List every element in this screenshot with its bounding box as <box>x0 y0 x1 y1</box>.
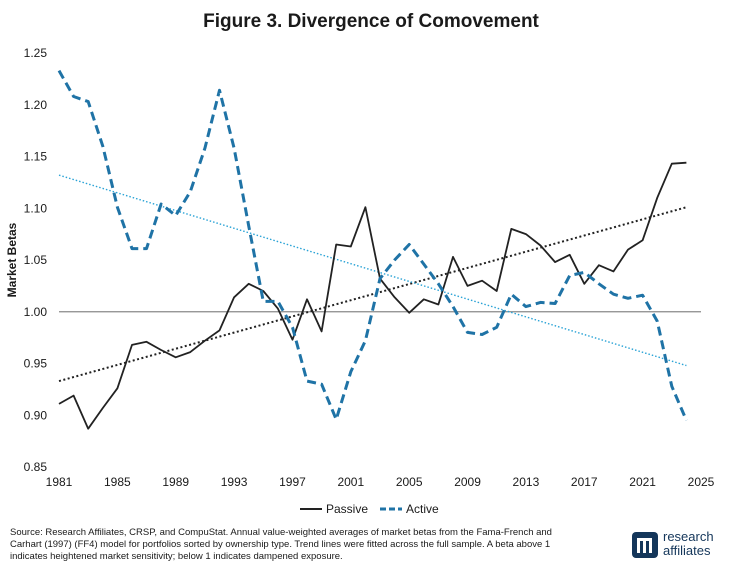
x-tick-label: 1985 <box>104 475 131 489</box>
legend-label-passive: Passive <box>326 502 368 516</box>
logo-line-2: affiliates <box>663 543 711 558</box>
series-line-passive <box>58 161 687 430</box>
x-tick-label: 1981 <box>46 475 73 489</box>
x-tick-label: 1997 <box>279 475 306 489</box>
source-note: Source: Research Affiliates, CRSP, and C… <box>10 527 552 562</box>
y-tick-label: 1.20 <box>24 98 48 112</box>
series-line-active <box>57 69 688 421</box>
y-tick-label: 1.15 <box>24 150 48 164</box>
y-tick-label: 0.85 <box>24 460 48 474</box>
x-tick-label: 1993 <box>221 475 248 489</box>
x-tick-label: 2009 <box>454 475 481 489</box>
x-tick-label: 2017 <box>571 475 598 489</box>
y-tick-label: 1.05 <box>24 253 48 267</box>
research-affiliates-logo: research affiliates <box>632 530 732 562</box>
legend-label-active: Active <box>406 502 439 516</box>
chart-title: Figure 3. Divergence of Comovement <box>203 11 539 32</box>
x-tick-label: 2021 <box>629 475 656 489</box>
y-tick-label: 0.90 <box>24 408 48 422</box>
y-tick-labels: 1.25 1.20 1.15 1.10 1.05 1.00 0.95 0.90 0.85 <box>24 46 48 474</box>
y-tick-label: 1.25 <box>24 46 48 60</box>
y-axis-label: Market Betas <box>5 222 19 297</box>
logo-line-1: research <box>663 529 714 544</box>
trendline-active <box>58 174 687 367</box>
x-tick-label: 2025 <box>688 475 715 489</box>
trendline-passive <box>58 206 687 383</box>
x-tick-label: 2005 <box>396 475 423 489</box>
x-tick-label: 1989 <box>162 475 189 489</box>
legend: Passive Active <box>300 502 439 516</box>
logo-text: research affiliates <box>663 530 714 558</box>
y-tick-label: 1.00 <box>24 305 48 319</box>
x-tick-label: 2013 <box>513 475 540 489</box>
x-tick-labels: 1981 1985 1989 1993 1997 2001 2005 2009 2013 2017… <box>46 475 715 489</box>
series-group <box>57 69 688 430</box>
y-tick-label: 0.95 <box>24 357 48 371</box>
x-tick-label: 2001 <box>337 475 364 489</box>
y-tick-label: 1.10 <box>24 201 48 215</box>
logo-mark-icon <box>632 532 658 558</box>
